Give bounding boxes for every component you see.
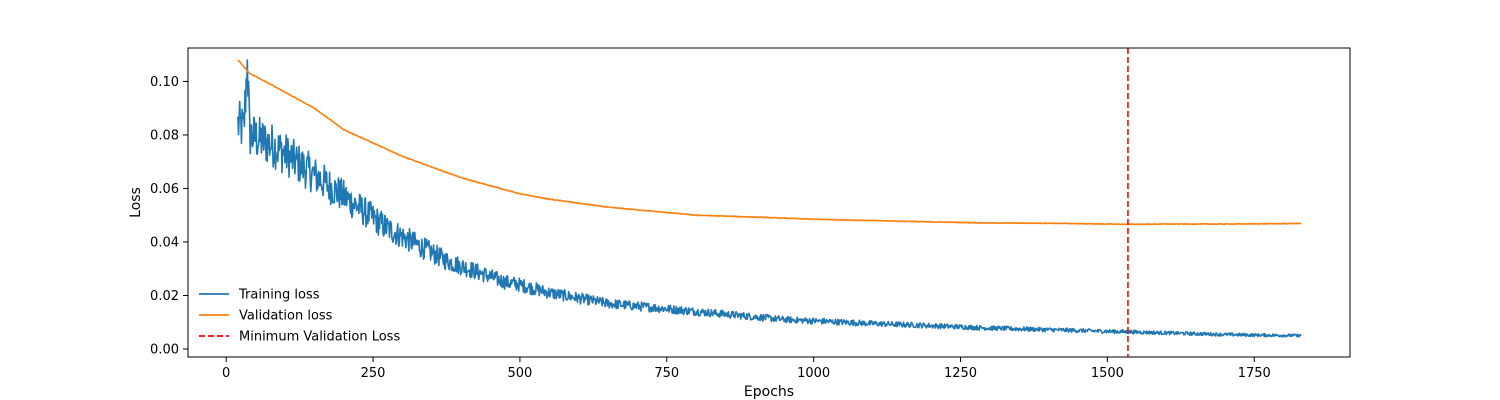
y-tick-label: 0.10 (150, 75, 179, 90)
legend-label-minimum-validation-loss: Minimum Validation Loss (239, 330, 400, 345)
x-tick-label: 250 (361, 366, 386, 381)
x-tick-label: 1750 (1238, 366, 1271, 381)
y-tick-label: 0.00 (150, 342, 179, 357)
y-tick-label: 0.02 (150, 289, 179, 304)
y-tick-label: 0.04 (150, 235, 179, 250)
legend-label-validation-loss: Validation loss (239, 309, 333, 324)
x-tick-label: 1500 (1091, 366, 1124, 381)
x-tick-label: 1250 (944, 366, 977, 381)
series-line-training-loss (237, 59, 1302, 338)
x-axis-label: Epochs (744, 384, 794, 400)
axes: 0 250 500 750 1000 1250 1500 1750 0.00 0.02 0.04 0.… (150, 47, 1351, 381)
plot-area (237, 48, 1302, 357)
x-tick-label: 0 (222, 366, 230, 381)
legend: Training loss Validation loss Minimum Va… (199, 288, 400, 345)
y-tick-label: 0.08 (150, 128, 179, 143)
plot-frame (187, 47, 1351, 358)
legend-label-training-loss: Training loss (238, 288, 320, 303)
y-tick-label: 0.06 (150, 182, 179, 197)
x-tick-label: 500 (508, 366, 533, 381)
y-axis-label: Loss (128, 187, 144, 218)
series-line-validation-loss (237, 59, 1302, 226)
x-tick-label: 1000 (797, 366, 830, 381)
x-tick-label: 750 (654, 366, 679, 381)
